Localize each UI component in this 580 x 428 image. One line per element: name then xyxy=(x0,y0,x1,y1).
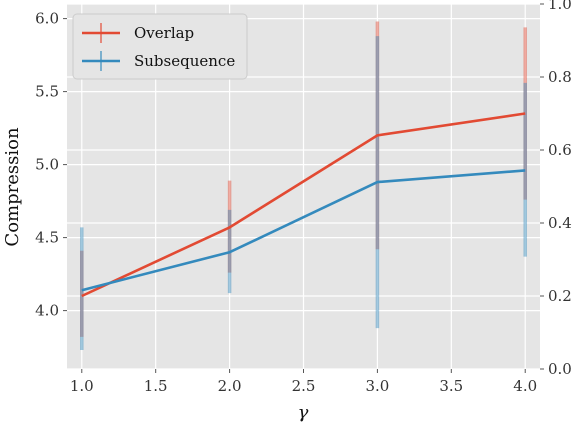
y-tick-label: 4.0 xyxy=(35,302,59,320)
y-tick-label: 4.5 xyxy=(35,229,59,247)
x-tick-label: 1.0 xyxy=(70,377,94,395)
series-lines xyxy=(81,112,526,298)
x-tick-label: 2.5 xyxy=(292,377,316,395)
y2-tick-label: 0.0 xyxy=(548,360,572,378)
series-line-subsequence xyxy=(81,169,526,292)
x-axis: 1.0 1.5 2.0 2.5 3.0 3.5 4.0 xyxy=(70,369,537,395)
y-tick-label: 5.5 xyxy=(35,83,59,101)
y-axis-label: Compression xyxy=(2,127,23,247)
y2-tick-label: 0.4 xyxy=(548,214,572,232)
y2-axis: 0.0 0.2 0.4 0.6 0.8 1.0 xyxy=(540,0,572,378)
y2-tick-label: 0.2 xyxy=(548,287,572,305)
y2-tick-label: 1.0 xyxy=(548,0,572,13)
y-tick-label: 6.0 xyxy=(35,10,59,28)
y-tick-label: 5.0 xyxy=(35,156,59,174)
y2-tick-label: 0.8 xyxy=(548,68,572,86)
legend: Overlap Subsequence xyxy=(72,13,248,80)
x-tick-label: 1.5 xyxy=(144,377,168,395)
x-tick-label: 3.0 xyxy=(365,377,389,395)
x-axis-label: γ xyxy=(298,402,309,423)
legend-box xyxy=(72,13,248,80)
series-line-overlap xyxy=(81,112,526,298)
x-tick-label: 3.5 xyxy=(439,377,463,395)
y2-tick-label: 0.6 xyxy=(548,141,572,159)
legend-label: Overlap xyxy=(134,24,194,42)
x-tick-label: 4.0 xyxy=(513,377,537,395)
y-axis: 4.0 4.5 5.0 5.5 6.0 xyxy=(35,10,67,320)
legend-label: Subsequence xyxy=(134,52,235,70)
x-tick-label: 2.0 xyxy=(218,377,242,395)
